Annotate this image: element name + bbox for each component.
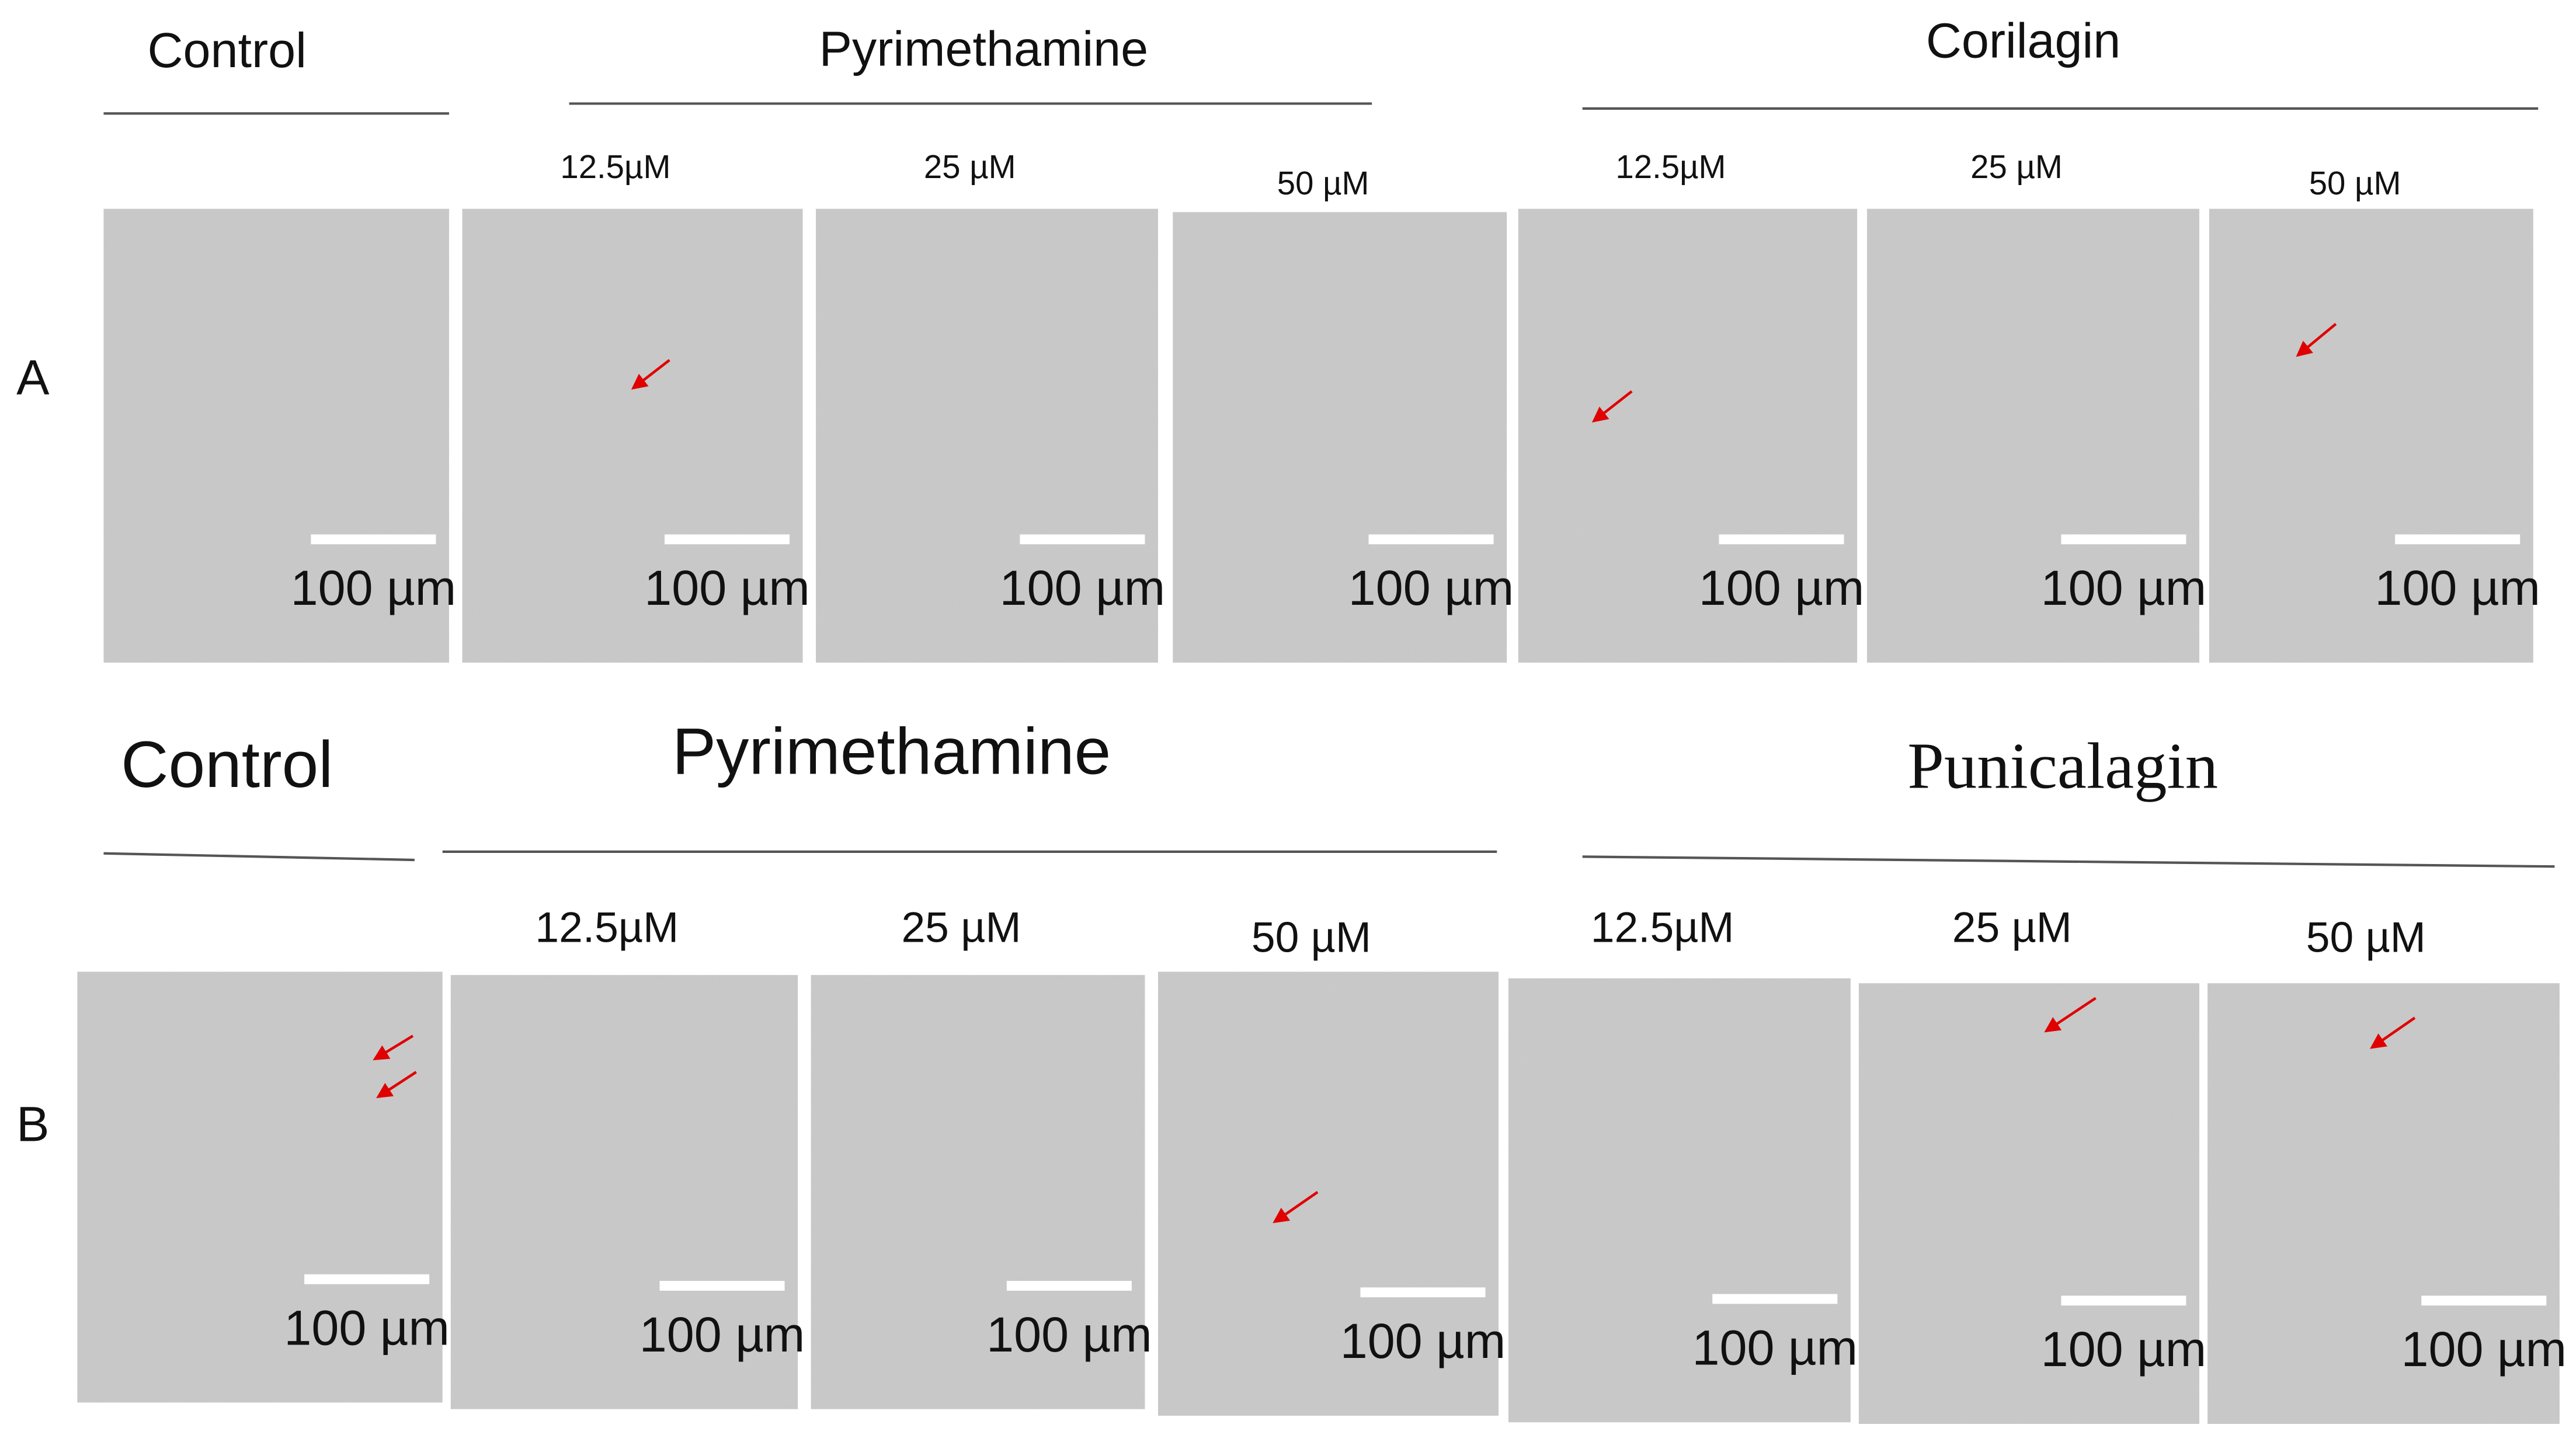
scale-bar-label: 100 µm <box>1692 1320 1858 1375</box>
scale-bar-label: 100 µm <box>644 560 810 615</box>
group-title: Punicalagin <box>1907 730 2218 803</box>
arrow <box>2370 1016 2416 1049</box>
concentration-label: 50 µM <box>2309 165 2401 201</box>
concentration-label: 50 µM <box>1252 913 1371 961</box>
scale-bar-label: 100 µm <box>1000 560 1166 615</box>
micrograph-texture <box>450 975 798 1409</box>
scale-bar-label: 100 µm <box>291 560 457 615</box>
scale-bar-label: 100 µm <box>2041 560 2207 615</box>
micrograph-texture <box>103 208 449 663</box>
group-title: Control <box>148 23 307 78</box>
scale-bar-label: 100 µm <box>2401 1322 2567 1377</box>
concentration-label: 25 µM <box>1970 148 2063 185</box>
scale-bar-label: 100 µm <box>284 1301 450 1356</box>
group-underline <box>1582 855 2555 868</box>
micrograph-texture <box>816 208 1158 663</box>
micrograph-texture <box>2209 208 2533 663</box>
scale-bar-label: 100 µm <box>1348 560 1514 615</box>
micrograph-texture <box>1866 208 2199 663</box>
micrograph-texture <box>77 971 443 1403</box>
arrows <box>373 323 2416 1224</box>
row-label: B <box>16 1096 49 1151</box>
scale-bar-label: 100 µm <box>2041 1322 2207 1377</box>
concentration-label: 25 µM <box>901 903 1021 951</box>
concentration-label: 12.5µM <box>560 148 670 185</box>
micrograph-texture <box>811 975 1145 1409</box>
micrograph-texture <box>1518 208 1858 663</box>
scale-bar-label: 100 µm <box>1340 1314 1506 1368</box>
row-label: A <box>16 350 50 405</box>
arrow <box>1273 1191 1319 1224</box>
scale-bar-label: 100 µm <box>986 1307 1152 1362</box>
group-title: Corilagin <box>1926 13 2120 68</box>
arrow <box>631 359 670 390</box>
scale-bar-label: 100 µm <box>1699 560 1865 615</box>
arrow <box>2044 997 2097 1033</box>
arrow <box>2296 323 2337 357</box>
panels <box>77 208 2560 1424</box>
group-title: Pyrimethamine <box>672 714 1111 788</box>
micrograph-texture <box>1858 983 2199 1424</box>
group-title: Control <box>121 727 333 801</box>
micrograph-texture <box>1173 212 1507 663</box>
group-underline <box>103 852 415 862</box>
micrograph-texture <box>1508 978 1851 1423</box>
concentration-label: 50 µM <box>2306 913 2426 961</box>
arrow <box>1591 390 1633 423</box>
scale-bar-label: 100 µm <box>2375 560 2540 615</box>
micrograph-texture <box>2207 983 2560 1424</box>
group-title: Pyrimethamine <box>819 21 1148 76</box>
concentration-label: 12.5µM <box>1615 148 1726 185</box>
arrow <box>376 1071 417 1099</box>
concentration-label: 12.5µM <box>1591 903 1734 951</box>
concentration-label: 25 µM <box>1952 903 2072 951</box>
arrow <box>373 1035 414 1061</box>
concentration-label: 12.5µM <box>535 903 679 951</box>
micrograph-texture <box>462 208 803 663</box>
concentration-label: 25 µM <box>924 148 1016 185</box>
scale-bar-label: 100 µm <box>639 1307 805 1362</box>
concentration-label: 50 µM <box>1277 165 1369 201</box>
micrograph-texture <box>1157 971 1499 1416</box>
